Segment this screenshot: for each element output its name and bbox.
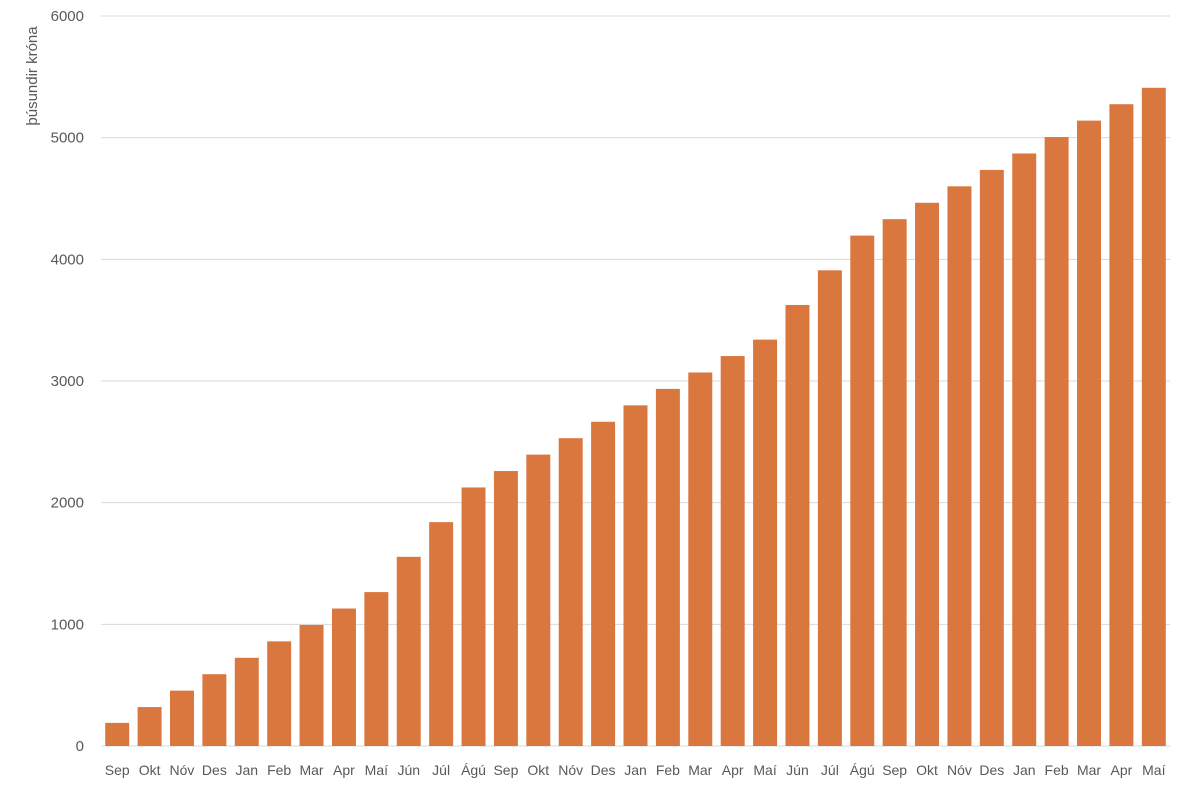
x-tick-label: Jún (786, 762, 809, 778)
x-tick-label: Feb (267, 762, 291, 778)
x-tick-label: Nóv (558, 762, 583, 778)
bar (1109, 104, 1134, 747)
x-tick-label: Maí (1142, 762, 1165, 778)
bar (720, 356, 745, 746)
y-axis-title: þúsundir króna (24, 26, 41, 126)
x-tick-label: Maí (365, 762, 388, 778)
x-tick-label: Maí (753, 762, 776, 778)
bar (591, 421, 616, 746)
bar (169, 690, 194, 746)
bar (1077, 120, 1102, 747)
x-tick-label: Apr (1111, 762, 1133, 778)
x-tick-label: Sep (882, 762, 907, 778)
x-tick-label: Mar (1077, 762, 1101, 778)
x-tick-label: Júl (821, 762, 839, 778)
x-tick-label: Sep (493, 762, 518, 778)
bar (947, 186, 972, 747)
bar (623, 405, 648, 746)
bar (688, 372, 713, 746)
y-tick-label: 4000 (51, 251, 84, 268)
x-tick-label: Okt (527, 762, 549, 778)
x-tick-label: Sep (105, 762, 130, 778)
bar (785, 304, 810, 746)
bar (526, 454, 551, 746)
bar (429, 522, 454, 746)
x-tick-label: Mar (688, 762, 712, 778)
x-tick-label: Des (979, 762, 1004, 778)
y-tick-label: 5000 (51, 130, 84, 147)
y-tick-label: 1000 (51, 616, 84, 633)
x-tick-label: Apr (722, 762, 744, 778)
x-tick-label: Jún (397, 762, 420, 778)
bar (137, 707, 162, 746)
x-tick-label: Okt (916, 762, 938, 778)
x-tick-label: Okt (139, 762, 161, 778)
x-tick-label: Jan (235, 762, 258, 778)
bar (267, 641, 292, 746)
x-tick-label: Jan (1013, 762, 1036, 778)
y-tick-label: 3000 (51, 373, 84, 390)
x-tick-label: Ágú (461, 762, 486, 778)
bar (915, 202, 940, 747)
bar (105, 722, 130, 746)
x-tick-label: Nóv (170, 762, 195, 778)
bar (882, 219, 907, 746)
x-tick-label: Feb (656, 762, 680, 778)
bar (234, 657, 259, 746)
x-tick-label: Ágú (850, 762, 875, 778)
x-tick-label: Mar (299, 762, 323, 778)
y-tick-label: 2000 (51, 495, 84, 512)
bar (558, 438, 583, 746)
bar (1141, 87, 1166, 747)
y-tick-label: 6000 (51, 8, 84, 25)
bar (817, 270, 842, 746)
bar (461, 487, 486, 746)
bar (1044, 137, 1069, 746)
bar (753, 339, 778, 746)
x-tick-label: Nóv (947, 762, 972, 778)
y-tick-label: 0 (76, 738, 84, 755)
bar (364, 592, 389, 746)
x-tick-label: Feb (1045, 762, 1069, 778)
x-tick-label: Des (591, 762, 616, 778)
bar (655, 388, 680, 746)
bar (1012, 153, 1037, 746)
bars (105, 87, 1166, 747)
bar (331, 608, 356, 746)
bar (493, 471, 518, 746)
bar (299, 624, 324, 746)
x-tick-label: Des (202, 762, 227, 778)
x-axis-ticks: Sep Okt Nóv Des Jan Feb Mar Apr Maí Jún Júl Ágú Sep O… (105, 762, 1166, 778)
y-axis-ticks: 0 1000 2000 3000 4000 5000 6000 (51, 8, 84, 755)
bar (979, 169, 1004, 747)
x-tick-label: Apr (333, 762, 355, 778)
bar (850, 235, 875, 746)
x-tick-label: Júl (432, 762, 450, 778)
x-tick-label: Jan (624, 762, 647, 778)
bar (202, 674, 227, 746)
bar (396, 556, 421, 746)
